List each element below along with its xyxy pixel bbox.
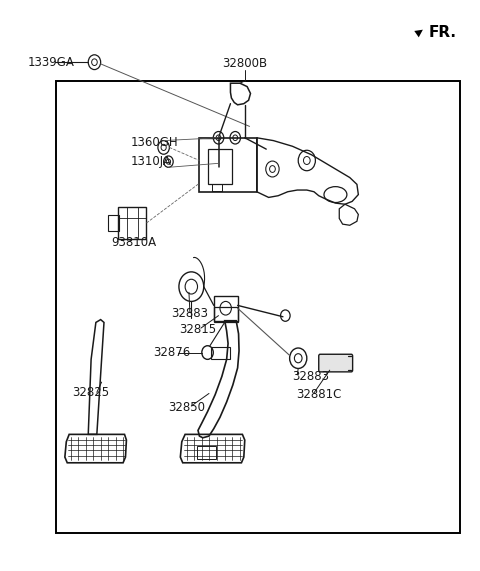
Text: 32883: 32883 <box>292 370 329 383</box>
Bar <box>108 215 119 231</box>
Text: 32815: 32815 <box>179 323 216 336</box>
Text: 93810A: 93810A <box>111 236 156 250</box>
Bar <box>211 347 230 359</box>
Text: 32876: 32876 <box>153 346 191 359</box>
Text: 32850: 32850 <box>168 401 205 414</box>
Bar <box>214 307 238 323</box>
Bar <box>56 81 459 533</box>
FancyBboxPatch shape <box>319 354 353 372</box>
Bar <box>214 296 238 321</box>
Text: 1310JA: 1310JA <box>130 155 171 168</box>
Text: 32883: 32883 <box>171 307 208 320</box>
Text: 1360GH: 1360GH <box>130 136 178 149</box>
Bar <box>199 138 257 192</box>
Text: FR.: FR. <box>429 25 456 39</box>
Bar <box>197 447 216 459</box>
Text: 32825: 32825 <box>72 386 109 399</box>
Text: 1339GA: 1339GA <box>28 56 74 69</box>
Text: 32800B: 32800B <box>222 58 267 70</box>
Bar <box>207 149 232 184</box>
Text: 32881C: 32881C <box>296 388 342 401</box>
Bar <box>118 207 146 239</box>
